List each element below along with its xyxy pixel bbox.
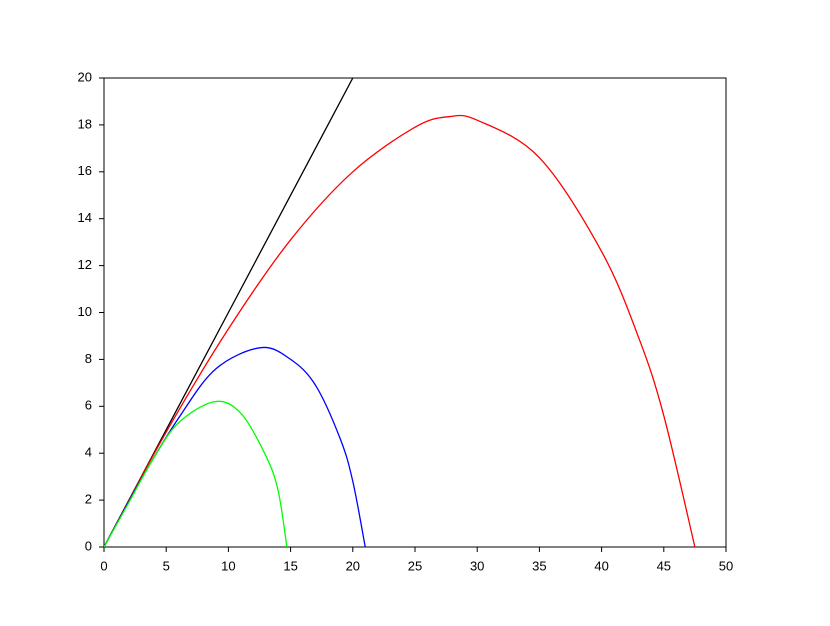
y-tick-label: 10 <box>78 304 92 319</box>
y-tick-label: 0 <box>85 538 92 553</box>
y-tick-label: 12 <box>78 257 92 272</box>
y-tick-label: 18 <box>78 116 92 131</box>
y-tick-label: 16 <box>78 163 92 178</box>
trajectory <box>104 400 288 547</box>
y-tick-label: 20 <box>78 69 92 84</box>
x-tick-label: 50 <box>719 558 733 573</box>
y-tick-label: 4 <box>85 445 92 460</box>
y-tick-label: 8 <box>85 351 92 366</box>
x-tick-label: 15 <box>283 558 297 573</box>
x-tick-label: 35 <box>532 558 546 573</box>
trajectory <box>104 346 366 547</box>
x-tick-label: 5 <box>163 558 170 573</box>
y-tick-label: 6 <box>85 398 92 413</box>
y-tick-label: 2 <box>85 492 92 507</box>
x-tick-label: 45 <box>657 558 671 573</box>
x-tick-label: 40 <box>594 558 608 573</box>
trajectory <box>104 114 696 547</box>
x-tick-label: 30 <box>470 558 484 573</box>
y-tick-label: 14 <box>78 210 92 225</box>
x-tick-label: 25 <box>408 558 422 573</box>
x-tick-label: 10 <box>221 558 235 573</box>
x-tick-label: 20 <box>346 558 360 573</box>
x-tick-label: 0 <box>100 558 107 573</box>
lines <box>104 78 696 547</box>
plot-frame <box>103 77 727 548</box>
